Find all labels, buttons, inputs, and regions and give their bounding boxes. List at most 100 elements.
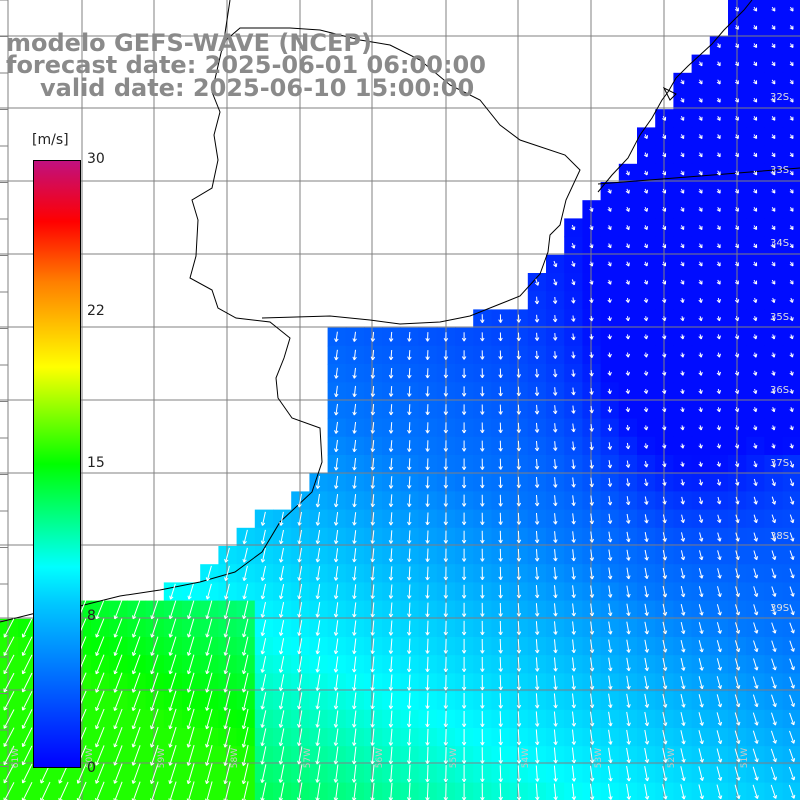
wind-arrow bbox=[771, 478, 776, 487]
wind-arrow bbox=[223, 690, 231, 711]
wind-arrow bbox=[734, 170, 739, 176]
wind-arrow bbox=[680, 425, 685, 431]
wind-arrow bbox=[516, 584, 522, 599]
wind-arrow bbox=[771, 604, 777, 616]
wind-arrow bbox=[242, 565, 248, 582]
wind-arrow bbox=[789, 478, 795, 487]
wind-arrow bbox=[407, 350, 412, 360]
wind-arrow bbox=[680, 352, 685, 358]
wind-arrow bbox=[498, 693, 503, 709]
wind-arrow bbox=[480, 530, 485, 544]
wind-arrow bbox=[589, 747, 595, 764]
wind-arrow bbox=[352, 674, 357, 691]
wind-arrow bbox=[771, 712, 777, 726]
wind-arrow bbox=[407, 368, 412, 379]
wind-arrow bbox=[278, 710, 285, 728]
wind-arrow bbox=[644, 567, 649, 580]
wind-arrow bbox=[534, 603, 540, 617]
wind-arrow bbox=[753, 604, 759, 616]
wind-arrow bbox=[334, 457, 339, 471]
wind-arrow bbox=[3, 672, 15, 693]
wind-arrow bbox=[498, 350, 503, 360]
wind-arrow bbox=[443, 494, 449, 507]
wind-arrow bbox=[662, 729, 668, 745]
wind-arrow bbox=[753, 443, 758, 449]
wind-arrow bbox=[735, 479, 740, 486]
wind-arrow bbox=[370, 782, 375, 800]
wind-arrow bbox=[370, 620, 375, 636]
wind-arrow bbox=[607, 370, 612, 376]
wind-arrow bbox=[498, 602, 503, 617]
wind-arrow bbox=[607, 334, 612, 340]
wind-arrow bbox=[150, 636, 159, 656]
wind-arrow bbox=[131, 672, 141, 693]
wind-arrows bbox=[3, 6, 796, 800]
wind-arrow bbox=[607, 424, 612, 432]
wind-arrow bbox=[626, 783, 631, 800]
wind-arrow bbox=[553, 531, 558, 543]
wind-arrow bbox=[279, 511, 284, 526]
coastline bbox=[0, 0, 800, 623]
wind-arrow bbox=[643, 425, 649, 431]
wind-arrow bbox=[223, 744, 231, 766]
wind-arrow bbox=[461, 566, 467, 581]
wind-arrow bbox=[680, 261, 685, 267]
wind-arrow bbox=[789, 496, 795, 505]
wind-arrow bbox=[461, 404, 467, 415]
colorbar-tick-15: 15 bbox=[87, 455, 105, 471]
wind-arrow bbox=[643, 297, 649, 303]
wind-arrow bbox=[789, 243, 794, 249]
wind-arrow bbox=[443, 764, 449, 783]
wind-arrow bbox=[789, 730, 796, 744]
wind-arrow bbox=[680, 370, 685, 376]
wind-arrow bbox=[571, 315, 576, 322]
wind-arrow bbox=[698, 568, 704, 579]
wind-arrow bbox=[589, 477, 594, 488]
wind-arrow bbox=[443, 746, 449, 764]
wind-arrow bbox=[498, 638, 503, 654]
wind-arrow bbox=[498, 476, 503, 489]
wind-arrow bbox=[608, 675, 613, 690]
wind-arrow bbox=[535, 711, 540, 727]
wind-arrow bbox=[771, 370, 776, 376]
wind-arrow bbox=[260, 583, 266, 600]
wind-arrow bbox=[717, 586, 722, 598]
wind-arrow bbox=[625, 297, 631, 303]
wind-arrow bbox=[407, 512, 412, 526]
wind-arrow bbox=[279, 565, 284, 581]
wind-arrow bbox=[407, 602, 412, 618]
wind-arrow bbox=[480, 314, 485, 323]
wind-arrow bbox=[95, 763, 105, 784]
wind-arrow bbox=[716, 206, 721, 212]
wind-arrow bbox=[186, 744, 195, 766]
wind-arrow bbox=[698, 496, 704, 505]
wind-arrow bbox=[224, 583, 230, 600]
wind-arrow bbox=[443, 656, 449, 673]
wind-arrow bbox=[461, 765, 467, 783]
wind-arrow bbox=[315, 638, 321, 655]
wind-arrow bbox=[753, 407, 758, 413]
wind-arrow bbox=[370, 602, 375, 618]
wind-arrow bbox=[406, 746, 412, 764]
wind-arrow bbox=[113, 727, 123, 748]
wind-arrow bbox=[352, 602, 357, 618]
wind-arrow bbox=[186, 726, 195, 748]
wind-arrow bbox=[443, 548, 449, 562]
wind-arrow bbox=[223, 672, 231, 693]
wind-arrow bbox=[607, 261, 612, 267]
wind-arrow bbox=[443, 404, 449, 415]
wind-arrow bbox=[388, 440, 394, 452]
wind-arrow bbox=[516, 314, 522, 323]
wind-arrow bbox=[589, 495, 594, 506]
wind-arrow bbox=[644, 657, 649, 672]
wind-arrow bbox=[388, 620, 394, 636]
wind-arrow bbox=[680, 730, 686, 745]
wind-arrow bbox=[553, 459, 558, 470]
wind-arrow bbox=[789, 604, 795, 616]
wind-arrow bbox=[589, 765, 595, 782]
wind-arrow bbox=[753, 116, 758, 121]
wind-arrow bbox=[643, 243, 648, 249]
wind-arrow bbox=[734, 225, 739, 230]
wind-arrow bbox=[553, 477, 558, 488]
wind-arrow bbox=[461, 729, 467, 746]
